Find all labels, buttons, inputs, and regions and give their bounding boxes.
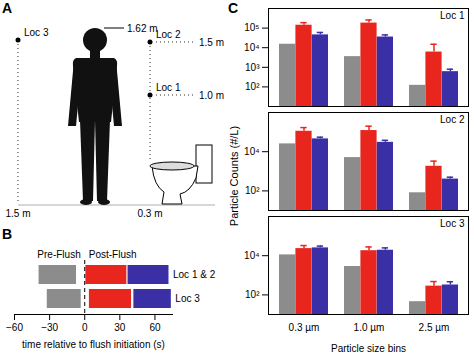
svg-text:10⁴: 10⁴ bbox=[244, 250, 259, 261]
svg-text:60: 60 bbox=[149, 322, 161, 333]
svg-text:10²: 10² bbox=[245, 185, 260, 196]
svg-text:0.3 m: 0.3 m bbox=[137, 208, 162, 219]
svg-text:30: 30 bbox=[114, 322, 126, 333]
svg-text:10²: 10² bbox=[245, 81, 260, 92]
svg-text:Post-Flush: Post-Flush bbox=[89, 249, 137, 260]
svg-text:time relative to flush initiat: time relative to flush initiation (s) bbox=[22, 339, 165, 350]
html-text:C: C bbox=[228, 0, 239, 16]
svg-text:A: A bbox=[2, 0, 12, 16]
svg-text:10⁴: 10⁴ bbox=[244, 42, 259, 53]
svg-text:Loc 2: Loc 2 bbox=[440, 114, 465, 125]
svg-text:Pre-Flush: Pre-Flush bbox=[37, 249, 80, 260]
svg-text:1.5 m: 1.5 m bbox=[5, 208, 30, 219]
svg-text:Loc 3: Loc 3 bbox=[175, 293, 200, 304]
svg-text:1.62 m: 1.62 m bbox=[127, 23, 158, 34]
svg-text:Loc 1 & 2: Loc 1 & 2 bbox=[173, 269, 216, 280]
svg-text:1.5 m: 1.5 m bbox=[199, 37, 224, 48]
svg-text:1.0 µm: 1.0 µm bbox=[354, 322, 385, 333]
svg-text:Loc 1: Loc 1 bbox=[440, 10, 465, 21]
html-text:B: B bbox=[2, 226, 13, 242]
svg-text:−60: −60 bbox=[6, 322, 23, 333]
svg-text:−30: −30 bbox=[41, 322, 58, 333]
svg-text:Loc 1: Loc 1 bbox=[156, 82, 181, 93]
svg-text:Loc 3: Loc 3 bbox=[440, 218, 465, 229]
svg-text:Loc 2: Loc 2 bbox=[156, 29, 181, 40]
svg-text:Particle size bins: Particle size bins bbox=[331, 343, 406, 354]
svg-text:10⁵: 10⁵ bbox=[244, 22, 259, 33]
svg-text:2.5 µm: 2.5 µm bbox=[419, 322, 450, 333]
svg-text:0.3 µm: 0.3 µm bbox=[289, 322, 320, 333]
html-text:Particle Counts (#/L): Particle Counts (#/L) bbox=[228, 125, 240, 227]
svg-text:1.0 m: 1.0 m bbox=[199, 90, 224, 101]
svg-text:10³: 10³ bbox=[245, 62, 260, 73]
svg-text:0: 0 bbox=[82, 322, 88, 333]
svg-text:10²: 10² bbox=[245, 289, 260, 300]
svg-text:10⁴: 10⁴ bbox=[244, 146, 259, 157]
svg-text:Loc 3: Loc 3 bbox=[24, 27, 49, 38]
